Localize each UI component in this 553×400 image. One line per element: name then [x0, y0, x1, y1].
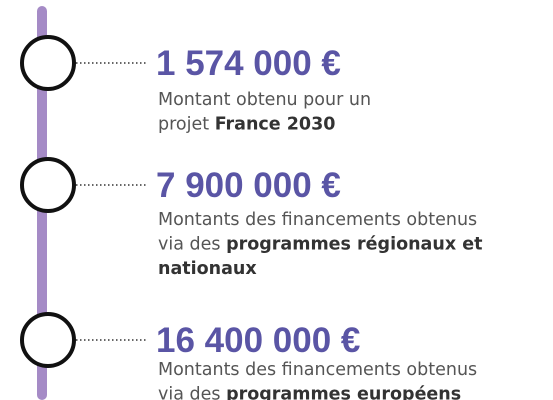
- description-text: Montants des financements obtenus: [158, 210, 477, 230]
- amount: 1 574 000 €: [156, 44, 341, 83]
- description-bold: programmes régionaux et: [226, 235, 482, 255]
- description-line: nationaux: [158, 259, 257, 279]
- description-line: Montant obtenu pour un: [158, 90, 371, 110]
- description-text: Montant obtenu pour un: [158, 90, 371, 110]
- description-line: Montants des financements obtenus: [158, 210, 477, 230]
- description-bold: programmes européens: [226, 385, 461, 400]
- description-bold: France 2030: [215, 115, 336, 135]
- description-line: via des programmes européens: [158, 385, 461, 400]
- timeline-node: [20, 312, 76, 368]
- description-line: projet France 2030: [158, 115, 335, 135]
- amount: 16 400 000 €: [156, 321, 360, 360]
- description-text: via des: [158, 385, 226, 400]
- description-bold: nationaux: [158, 259, 257, 279]
- description-line: Montants des financements obtenus: [158, 360, 477, 380]
- description-text: via des: [158, 235, 226, 255]
- amount: 7 900 000 €: [156, 166, 341, 205]
- timeline-node: [20, 157, 76, 213]
- timeline-node: [20, 35, 76, 91]
- description-text: Montants des financements obtenus: [158, 360, 477, 380]
- description-line: via des programmes régionaux et: [158, 235, 482, 255]
- description-text: projet: [158, 115, 215, 135]
